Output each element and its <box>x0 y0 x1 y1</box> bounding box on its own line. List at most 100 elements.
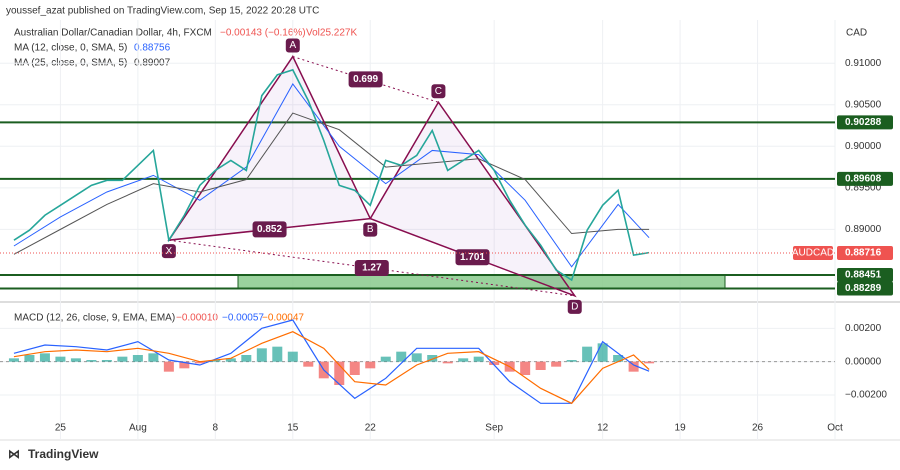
ma1-label: MA (12, close, 0, SMA, 5) <box>14 43 127 54</box>
footer-logo: ⋈ <box>8 447 20 461</box>
pattern-point <box>285 38 300 53</box>
y-tick-label: 0.91000 <box>845 58 882 69</box>
ratio-label: 1.701 <box>460 252 485 263</box>
histogram-bar <box>489 361 500 365</box>
histogram-bar <box>613 355 624 362</box>
y-tick-label: 0.90000 <box>845 141 882 152</box>
histogram-bar <box>365 361 376 369</box>
pattern-point <box>431 84 446 99</box>
histogram-bar <box>272 346 283 362</box>
y-tick-label: 0.00000 <box>845 356 882 367</box>
histogram-bar <box>644 361 655 364</box>
pattern-label: X <box>166 246 173 257</box>
moving-average <box>13 112 650 255</box>
last-price-label: 0.88716 <box>845 248 882 259</box>
histogram-bar <box>24 355 35 362</box>
x-tick-label: Sep <box>485 423 503 434</box>
histogram-bar <box>194 361 205 364</box>
level-tag <box>837 115 893 130</box>
zone <box>237 274 726 289</box>
y-tick-label: −0.00200 <box>845 390 887 401</box>
histogram-bar <box>396 351 407 362</box>
x-tick-label: 15 <box>287 423 299 434</box>
ratio-line <box>168 239 575 297</box>
ratio-tag <box>354 260 389 277</box>
level-label: 0.89608 <box>845 174 882 185</box>
x-tick-label: Aug <box>129 423 147 434</box>
y-tick-label: 0.89000 <box>845 224 882 235</box>
histogram-bar <box>132 355 143 362</box>
symbol-name: Australian Dollar/Canadian Dollar, 4h, F… <box>14 28 212 39</box>
signal-readout: −0.00047 <box>262 313 304 324</box>
histogram-bar <box>163 361 174 372</box>
x-tick-label: 22 <box>365 423 377 434</box>
histogram-bar <box>179 361 190 369</box>
histogram-bar <box>411 353 422 362</box>
histogram-bar <box>70 358 81 362</box>
macd-line <box>13 319 650 404</box>
currency: CAD <box>846 28 867 39</box>
histogram-bar <box>241 355 252 362</box>
x-tick-label: 12 <box>597 423 609 434</box>
ratio-label: 0.699 <box>353 74 378 85</box>
y-tick-label: 0.90500 <box>845 99 882 110</box>
pattern-point <box>567 299 582 314</box>
histogram-bar <box>582 346 593 362</box>
macd-title: MACD (12, 26, close, 9, EMA, EMA) <box>14 313 175 324</box>
publisher: youssef_azat published on TradingView.co… <box>6 6 319 17</box>
level-tag <box>837 171 893 186</box>
last-price-tag <box>837 245 893 260</box>
x-tick-label: 25 <box>55 423 67 434</box>
price-line <box>13 68 650 282</box>
symbol-tag <box>793 245 833 260</box>
pattern-point <box>161 244 176 259</box>
histogram-bar <box>210 360 221 362</box>
change: −0.00143 (−0.16%) <box>220 28 306 39</box>
histogram-bar <box>551 361 562 367</box>
histogram-bar <box>349 361 360 375</box>
level-label: 0.88289 <box>845 283 882 294</box>
ratio-label: 1.27 <box>362 263 382 274</box>
histogram-bar <box>566 360 577 362</box>
histogram-bar <box>473 356 484 362</box>
histogram-bar <box>287 351 298 362</box>
histogram-bar <box>334 361 345 385</box>
level-label: 0.88451 <box>845 270 882 281</box>
histogram-bar <box>520 361 531 375</box>
ma1-value: 0.88756 <box>134 43 171 54</box>
x-tick-label: 8 <box>213 423 219 434</box>
macd-readout: −0.00057 <box>222 313 264 324</box>
ratio-tag <box>252 221 287 238</box>
histogram-bar <box>597 343 608 362</box>
histogram-bar <box>117 356 128 362</box>
histogram-bar <box>442 361 453 364</box>
histogram-bar <box>101 360 112 362</box>
histogram-bar <box>55 356 66 362</box>
pattern-point <box>363 222 378 237</box>
histogram-bar <box>628 361 639 372</box>
x-tick-label: Oct <box>827 423 843 434</box>
pattern-label: A <box>289 40 296 51</box>
histogram-bar <box>148 353 159 362</box>
macd-hist-readout: −0.00010 <box>176 313 218 324</box>
histogram-bar <box>225 358 236 362</box>
histogram-bar <box>427 355 438 362</box>
level-tag <box>837 267 893 282</box>
symbol-label: AUDCAD <box>792 248 834 259</box>
histogram-bar <box>39 353 50 362</box>
histogram-bar <box>8 358 19 362</box>
footer: TradingView <box>28 447 99 461</box>
pattern-label: C <box>435 86 442 97</box>
y-tick-label: 0.89500 <box>845 182 882 193</box>
pattern-label: D <box>571 301 578 312</box>
histogram-bar <box>86 360 97 362</box>
histogram-bar <box>256 348 267 362</box>
ratio-line <box>370 218 575 297</box>
pattern-label: B <box>367 224 374 235</box>
histogram-bar <box>303 361 314 367</box>
ratio-label: 0.852 <box>257 224 282 235</box>
moving-average <box>13 83 650 268</box>
ratio-tag <box>348 71 383 88</box>
